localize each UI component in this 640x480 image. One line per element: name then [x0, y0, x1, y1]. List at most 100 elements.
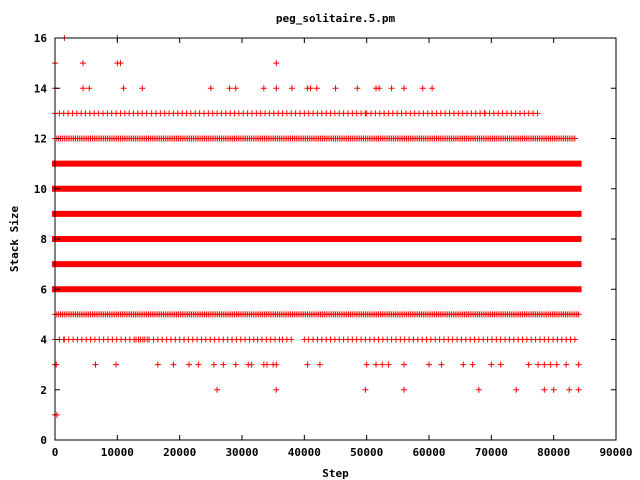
data-point [575, 386, 582, 393]
x-tick-label: 60000 [412, 446, 445, 459]
data-point [373, 361, 380, 368]
data-point [80, 85, 87, 92]
y-tick-label: 4 [40, 334, 47, 347]
x-tick-label: 0 [52, 446, 59, 459]
data-point [547, 361, 554, 368]
data-point [563, 361, 570, 368]
data-point [120, 85, 127, 92]
band-y10 [52, 185, 582, 192]
data-point [273, 60, 280, 67]
x-tick-label: 50000 [350, 446, 383, 459]
data-point [571, 135, 578, 142]
data-point [92, 361, 99, 368]
data-point [541, 361, 548, 368]
data-point-cluster [52, 160, 582, 167]
data-point [117, 60, 124, 67]
data-point [248, 361, 255, 368]
data-point [388, 85, 395, 92]
band-y2 [214, 386, 582, 393]
data-point [332, 85, 339, 92]
data-point [80, 60, 87, 67]
x-tick-label: 40000 [288, 446, 321, 459]
data-point [226, 85, 233, 92]
data-point-cluster [52, 286, 582, 293]
data-point [429, 85, 436, 92]
x-tick-label: 10000 [101, 446, 134, 459]
data-points [52, 35, 582, 418]
y-tick-label: 2 [40, 384, 47, 397]
data-point [401, 85, 408, 92]
data-point [154, 361, 161, 368]
x-tick-label: 30000 [225, 446, 258, 459]
data-point-cluster [52, 236, 582, 242]
y-tick-label: 8 [40, 233, 47, 246]
data-point [113, 361, 120, 368]
data-point [513, 386, 520, 393]
data-point [541, 386, 548, 393]
data-point [313, 85, 320, 92]
data-point [139, 85, 146, 92]
band-y5 [52, 311, 582, 318]
data-point [553, 361, 560, 368]
data-point [214, 386, 221, 393]
data-point [232, 361, 239, 368]
data-point [260, 85, 267, 92]
y-axis-label: Stack Size [8, 206, 21, 273]
data-point [575, 311, 582, 318]
y-tick-label: 14 [34, 82, 48, 95]
data-point [363, 361, 370, 368]
data-point [469, 361, 476, 368]
data-point-cluster [52, 210, 582, 217]
data-point [535, 361, 542, 368]
data-point [385, 361, 392, 368]
data-point [426, 361, 432, 368]
data-point [534, 110, 541, 117]
band-y3 [52, 361, 582, 368]
band-y4 [52, 336, 578, 343]
data-point [419, 85, 426, 92]
x-axis-label: Step [322, 467, 349, 480]
data-point [86, 85, 93, 92]
data-point-cluster [52, 185, 582, 192]
data-point [220, 361, 227, 368]
data-point [401, 386, 408, 393]
band-y6 [52, 286, 582, 293]
band-y11 [52, 160, 582, 167]
y-tick-label: 0 [40, 434, 47, 447]
data-point [273, 85, 280, 92]
data-point [497, 361, 504, 368]
y-tick-label: 16 [34, 32, 48, 45]
data-point [273, 361, 280, 368]
y-tick-label: 10 [34, 183, 47, 196]
data-point [273, 386, 280, 393]
band-y8 [52, 236, 582, 242]
x-tick-label: 70000 [475, 446, 508, 459]
data-point [550, 386, 557, 393]
data-point [186, 361, 193, 368]
y-tick-label: 6 [40, 283, 47, 296]
band-y12 [52, 135, 578, 142]
x-tick-label: 90000 [599, 446, 632, 459]
data-point [207, 85, 214, 92]
data-point-cluster [52, 261, 582, 268]
data-point [475, 386, 482, 393]
x-tick-label: 80000 [537, 446, 570, 459]
data-point [288, 85, 295, 92]
data-point [460, 361, 467, 368]
data-point [53, 361, 60, 368]
data-point [575, 361, 582, 368]
data-point [401, 361, 408, 368]
data-point [379, 361, 386, 368]
data-point [316, 361, 323, 368]
data-point [525, 361, 532, 368]
data-point [376, 85, 383, 92]
data-point [354, 85, 361, 92]
data-point [307, 85, 314, 92]
band-y7 [52, 261, 582, 268]
data-point [232, 85, 239, 92]
data-point [438, 361, 445, 368]
chart-title: peg_solitaire.5.pm [276, 12, 396, 25]
data-point [362, 386, 369, 393]
axis-ticks: 0 10000 20000 30000 40000 50000 60000 70000 8000… [34, 32, 633, 459]
